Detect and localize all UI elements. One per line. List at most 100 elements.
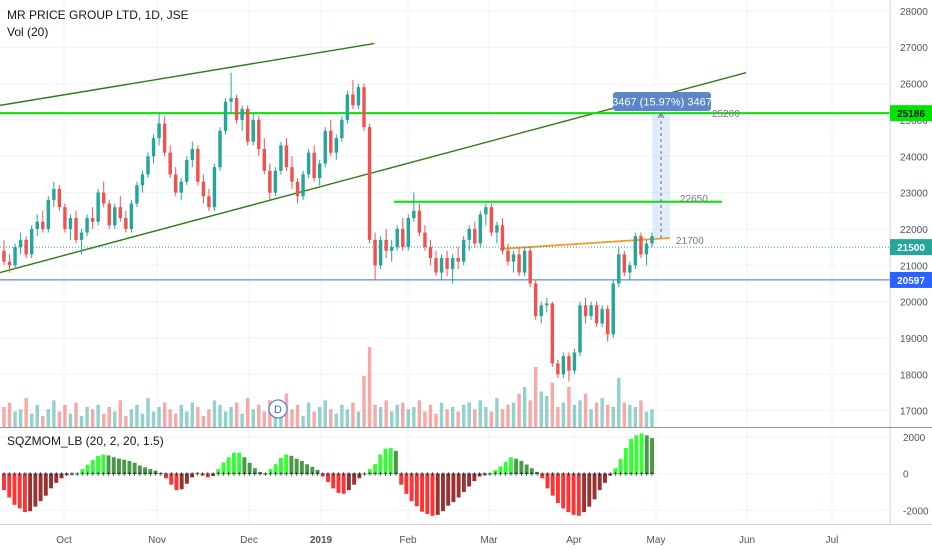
momentum-bar [346, 473, 351, 491]
momentum-bar [592, 473, 597, 500]
momentum-bar [216, 469, 221, 474]
squeeze-dot: + [117, 470, 122, 479]
momentum-bar [357, 473, 362, 479]
candle-body [423, 232, 427, 248]
squeeze-dot: + [592, 470, 597, 479]
time-tick-label: Apr [566, 535, 582, 546]
candle-body [245, 109, 250, 142]
momentum-bar [12, 473, 17, 505]
squeeze-dot: + [347, 470, 352, 479]
volume-bar [556, 407, 560, 427]
momentum-bar [446, 473, 451, 506]
measure-arrowhead [657, 112, 665, 119]
momentum-bar [388, 448, 393, 474]
momentum-bar [294, 458, 299, 474]
candle-body [107, 203, 111, 226]
candle-body [589, 305, 593, 317]
volume-bar [223, 411, 228, 427]
squeeze-dot: + [80, 470, 85, 479]
squeeze-dot: + [273, 470, 278, 479]
volume-bar [417, 400, 422, 427]
candle-body [207, 196, 211, 208]
volume-bar [334, 413, 339, 427]
momentum-bar [644, 435, 649, 474]
measure-label-text: 3467 (15.97%) 3467 [612, 97, 712, 109]
momentum-bar [529, 468, 534, 474]
volume-label: Vol (20) [7, 25, 49, 39]
volume-bar [162, 402, 167, 427]
squeeze-dot: + [43, 470, 48, 479]
momentum-bar [441, 473, 445, 512]
momentum-bar [315, 469, 320, 474]
momentum-bar [576, 473, 581, 516]
squeeze-dot: + [404, 470, 409, 479]
momentum-bar [540, 473, 545, 479]
squeeze-dot: + [138, 470, 143, 479]
momentum-bar [613, 468, 618, 474]
volume-bar [533, 367, 538, 427]
squeeze-dot: + [242, 470, 247, 479]
momentum-bar [404, 473, 409, 494]
momentum-bar [231, 452, 236, 474]
momentum-bar [96, 455, 101, 474]
volume-bar [257, 404, 261, 427]
candle-body [312, 152, 316, 179]
squeeze-dot: + [629, 470, 634, 479]
volume-bar [290, 409, 294, 427]
squeeze-dot: + [127, 470, 132, 479]
squeeze-dot: + [38, 470, 43, 479]
drawings [0, 42, 890, 281]
volume-bar [567, 387, 571, 427]
candle-body [445, 258, 449, 269]
time-tick-label: Feb [399, 535, 417, 546]
price-tick-label: 24000 [900, 152, 928, 163]
momentum-bar [310, 466, 315, 474]
momentum-bar [482, 473, 487, 476]
momentum-bar [566, 473, 571, 513]
volume-bar [2, 407, 6, 427]
momentum-bar [336, 473, 341, 493]
squeeze-dot: + [341, 470, 346, 479]
price-tag-text: 21500 [897, 243, 925, 254]
squeeze-dot: + [503, 470, 508, 479]
candle-body [268, 170, 272, 193]
volume-bar [578, 400, 582, 427]
measure-label[interactable]: 3467 (15.97%) 3467 [612, 92, 712, 111]
volume-bar [306, 402, 311, 427]
squeeze-dot: + [493, 470, 498, 479]
squeeze-dot: + [367, 470, 372, 479]
momentum-bar [341, 473, 346, 494]
candle-body [29, 228, 34, 255]
momentum-bar [28, 473, 33, 512]
volume-bar [146, 398, 150, 427]
candle-body [539, 305, 543, 317]
candle-body [124, 218, 128, 229]
line-label-22650: 22650 [680, 194, 708, 205]
momentum-bar [634, 435, 639, 474]
candle-body [434, 258, 438, 273]
squeeze-dot: + [435, 470, 440, 479]
squeeze-dot: + [226, 470, 231, 479]
squeeze-dot: + [195, 470, 200, 479]
squeeze-dot: + [430, 470, 435, 479]
candle-body [35, 221, 39, 229]
momentum-bar [200, 473, 205, 476]
squeeze-dot: + [529, 470, 534, 479]
candle-body [196, 148, 200, 182]
momentum-bar [650, 438, 654, 474]
volume-bar [124, 415, 128, 427]
candle-body [473, 228, 477, 244]
volume-bar [572, 404, 577, 427]
candle-body [295, 181, 300, 197]
candle-body [85, 218, 89, 233]
momentum-bar [101, 454, 106, 474]
volume-bar [63, 404, 67, 427]
volume-bar [500, 409, 505, 427]
candle-body [633, 236, 638, 266]
momentum-bar [49, 473, 53, 489]
candle-body [334, 138, 339, 153]
momentum-bar [247, 462, 252, 474]
price-tag-box [890, 239, 932, 256]
annotation-marker-d[interactable]: D [268, 399, 288, 419]
candle-body [140, 174, 145, 186]
